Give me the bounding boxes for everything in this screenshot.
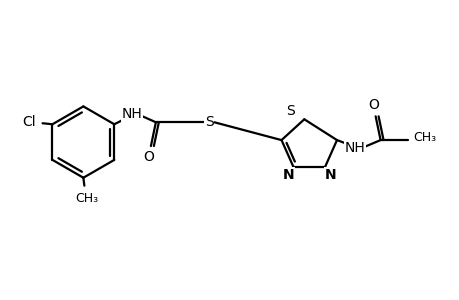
- Text: S: S: [285, 104, 294, 118]
- Text: S: S: [205, 115, 213, 129]
- Text: N: N: [282, 168, 294, 182]
- Text: Cl: Cl: [22, 115, 35, 129]
- Text: NH: NH: [122, 107, 142, 121]
- Text: NH: NH: [344, 141, 364, 155]
- Text: N: N: [324, 168, 335, 182]
- Text: O: O: [367, 98, 378, 112]
- Text: CH₃: CH₃: [412, 130, 436, 144]
- Text: O: O: [143, 150, 154, 164]
- Text: CH₃: CH₃: [75, 192, 98, 205]
